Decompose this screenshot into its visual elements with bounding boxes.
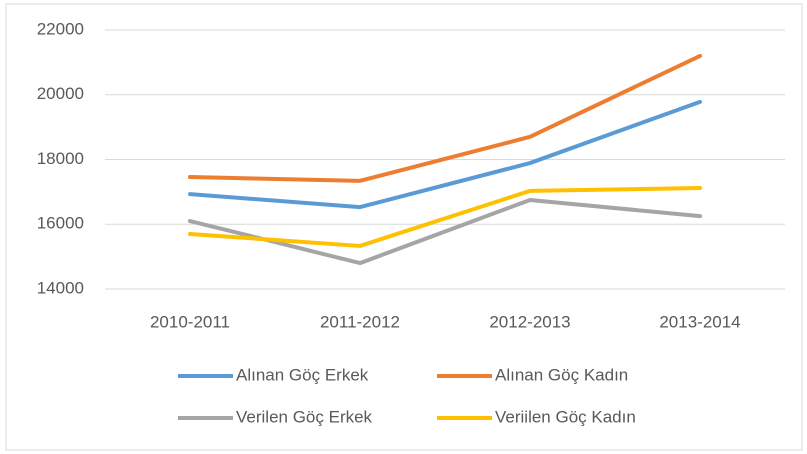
- x-tick-label: 2011-2012: [320, 312, 400, 331]
- legend-label: Veriilen Göç Kadın: [495, 407, 636, 426]
- line-series: [188, 185, 702, 248]
- y-tick-label: 22000: [37, 19, 84, 38]
- legend-label: Alınan Göç Erkek: [236, 365, 369, 384]
- line-series: [188, 197, 702, 266]
- line-series: [188, 53, 702, 183]
- chart-border: [5, 3, 803, 451]
- x-tick-label: 2013-2014: [659, 312, 740, 331]
- x-tick-label: 2010-2011: [150, 312, 230, 331]
- y-tick-label: 20000: [37, 84, 84, 103]
- y-tick-label: 16000: [37, 214, 84, 233]
- y-tick-label: 14000: [37, 278, 84, 297]
- legend-label: Alınan Göç Kadın: [495, 365, 628, 384]
- line-series: [188, 99, 702, 210]
- y-tick-label: 18000: [37, 149, 84, 168]
- x-tick-label: 2012-2013: [489, 312, 570, 331]
- legend-label: Verilen Göç Erkek: [236, 407, 373, 426]
